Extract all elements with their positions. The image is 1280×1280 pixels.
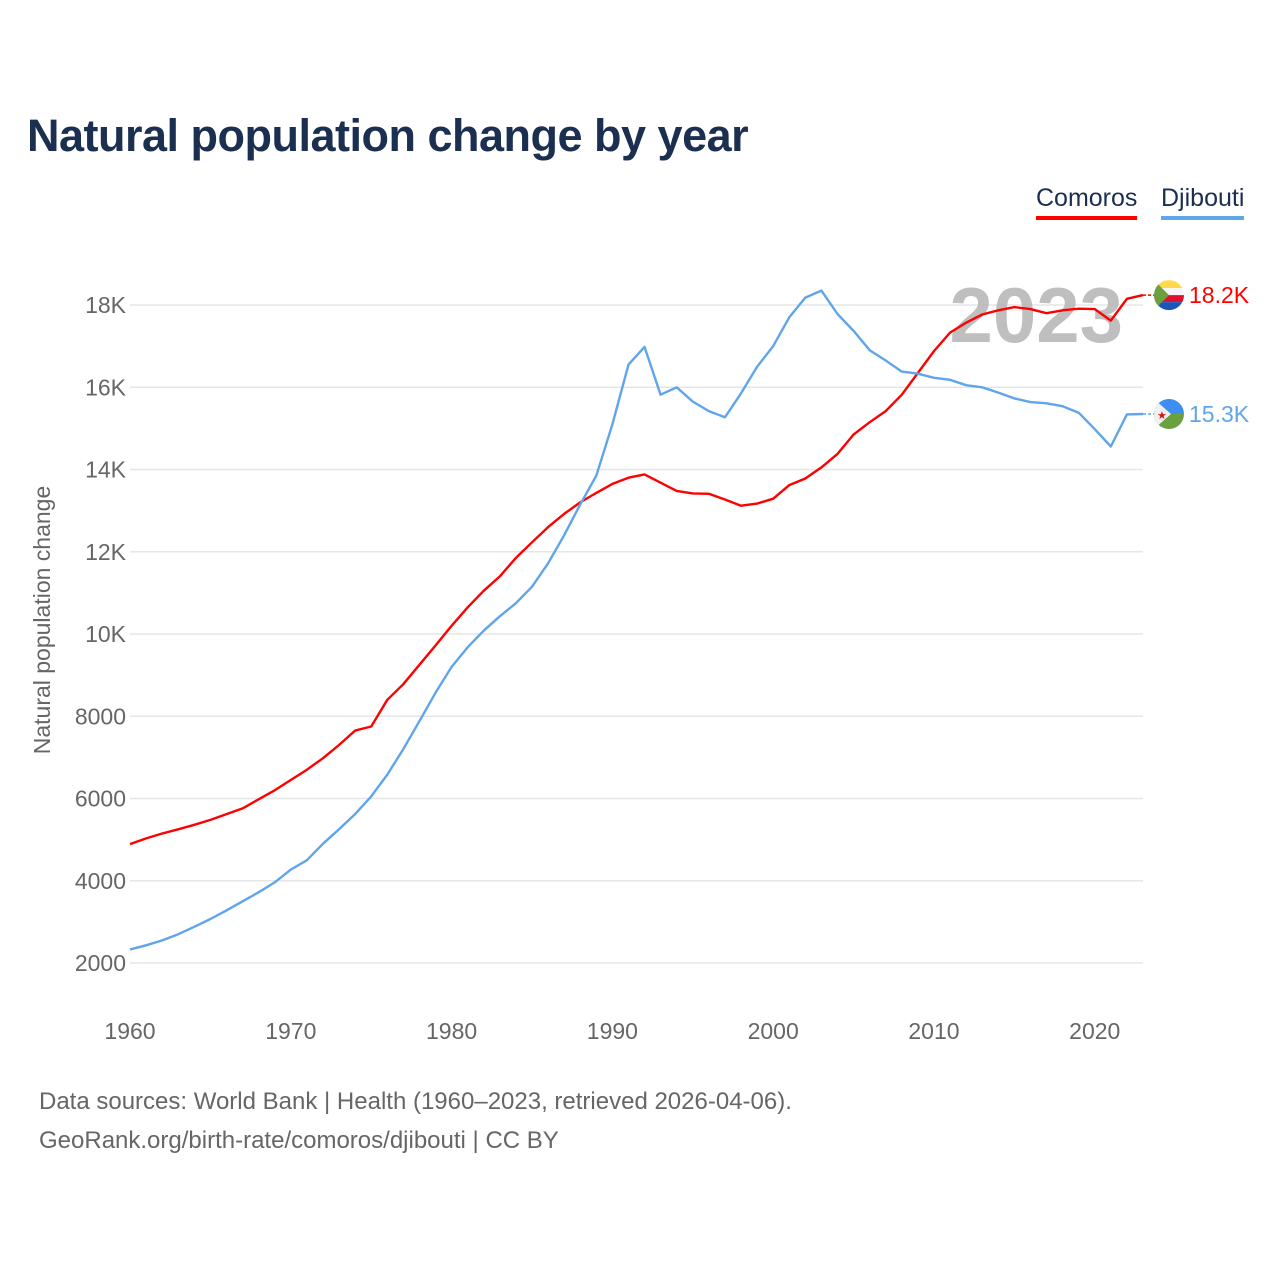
y-tick-label: 4000 bbox=[75, 868, 126, 894]
end-value-label-comoros: 18.2K bbox=[1189, 282, 1250, 308]
y-tick-label: 14K bbox=[85, 457, 127, 483]
y-tick-label: 16K bbox=[85, 374, 127, 400]
legend-comoros[interactable]: Comoros bbox=[1036, 184, 1138, 220]
y-tick-label: 8000 bbox=[75, 703, 126, 729]
y-tick-label: 10K bbox=[85, 621, 127, 647]
x-tick-label: 2020 bbox=[1069, 1018, 1120, 1044]
svg-text:★: ★ bbox=[1157, 410, 1167, 422]
attribution-link[interactable]: GeoRank.org/birth-rate/comoros/djibouti … bbox=[39, 1127, 559, 1154]
x-tick-label: 1990 bbox=[587, 1018, 638, 1044]
x-tick-label: 1980 bbox=[426, 1018, 477, 1044]
data-source-text: Data sources: World Bank | Health (1960–… bbox=[39, 1088, 792, 1115]
year-watermark: 2023 bbox=[949, 271, 1123, 359]
comoros-flag-icon bbox=[1154, 280, 1184, 311]
end-value-label-djibouti: 15.3K bbox=[1189, 401, 1250, 427]
y-axis-label: Natural population change bbox=[29, 486, 55, 755]
x-tick-label: 1970 bbox=[265, 1018, 316, 1044]
series-line-djibouti bbox=[129, 289, 1144, 951]
y-tick-label: 6000 bbox=[75, 786, 126, 812]
djibouti-flag-icon: ★ bbox=[1154, 398, 1184, 429]
legend-djibouti[interactable]: Djibouti bbox=[1161, 184, 1245, 220]
y-tick-label: 18K bbox=[85, 292, 127, 318]
x-tick-label: 2010 bbox=[908, 1018, 959, 1044]
y-tick-label: 12K bbox=[85, 539, 127, 565]
x-tick-label: 1960 bbox=[104, 1018, 155, 1044]
y-tick-label: 2000 bbox=[75, 950, 126, 976]
chart-title: Natural population change by year bbox=[27, 110, 749, 161]
series-line-comoros bbox=[129, 293, 1144, 846]
x-tick-label: 2000 bbox=[748, 1018, 799, 1044]
